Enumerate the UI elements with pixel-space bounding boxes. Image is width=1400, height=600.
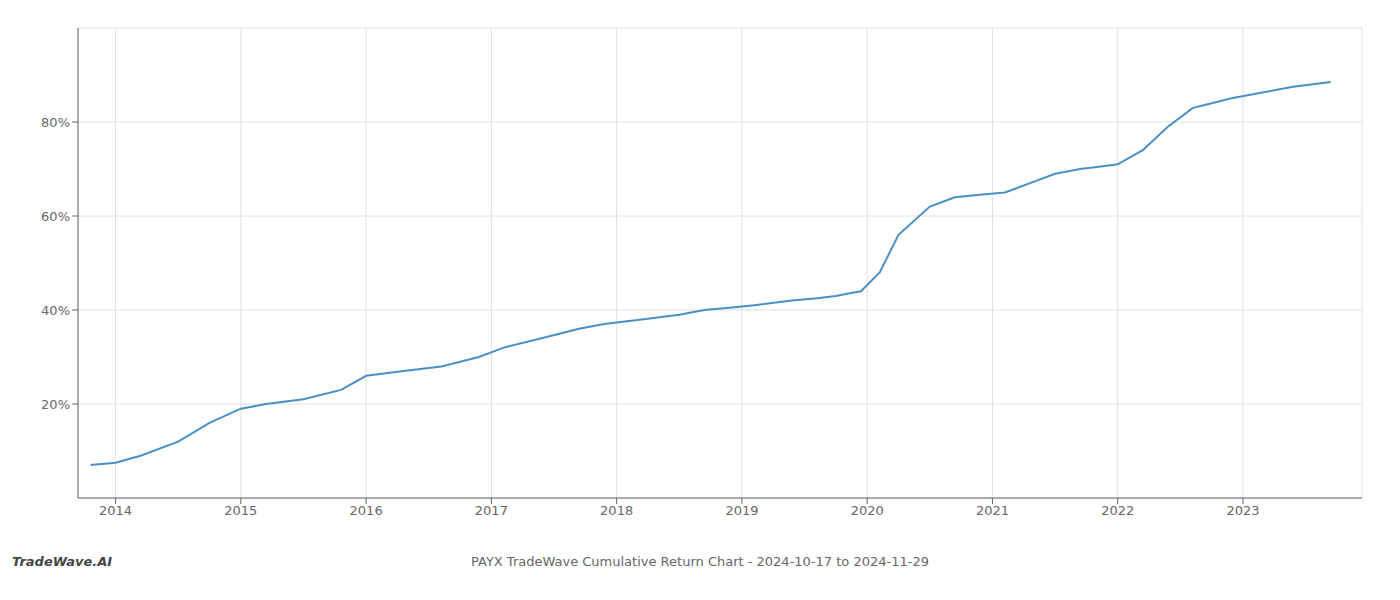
svg-text:80%: 80% bbox=[41, 115, 70, 130]
svg-text:20%: 20% bbox=[41, 397, 70, 412]
svg-text:2015: 2015 bbox=[224, 503, 257, 518]
svg-text:2023: 2023 bbox=[1226, 503, 1259, 518]
svg-text:2017: 2017 bbox=[475, 503, 508, 518]
svg-text:2019: 2019 bbox=[725, 503, 758, 518]
svg-text:2020: 2020 bbox=[851, 503, 884, 518]
svg-text:2022: 2022 bbox=[1101, 503, 1134, 518]
svg-text:2021: 2021 bbox=[976, 503, 1009, 518]
svg-text:40%: 40% bbox=[41, 303, 70, 318]
html-text:PAYX TradeWave Cumulative Retu: PAYX TradeWave Cumulative Return Chart -… bbox=[471, 554, 929, 569]
svg-text:2014: 2014 bbox=[99, 503, 132, 518]
html-text:TradeWave.AI: TradeWave.AI bbox=[12, 554, 113, 569]
svg-text:2018: 2018 bbox=[600, 503, 633, 518]
svg-text:2016: 2016 bbox=[350, 503, 383, 518]
svg-text:60%: 60% bbox=[41, 209, 70, 224]
